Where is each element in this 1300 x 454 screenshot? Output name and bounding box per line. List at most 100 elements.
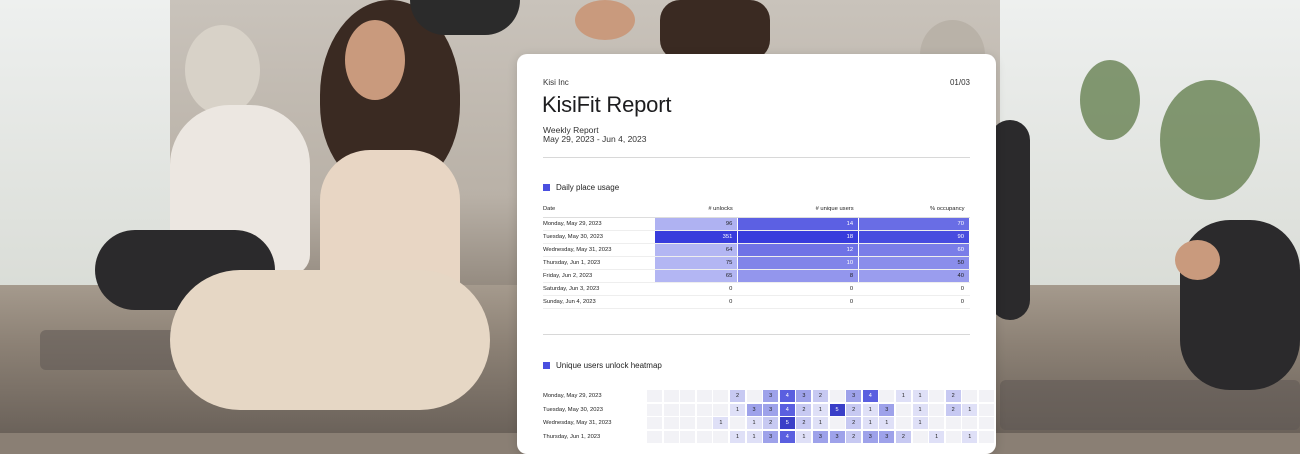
heatmap-cell bbox=[647, 430, 662, 443]
heatmap-cell bbox=[879, 390, 895, 402]
heatmap-cell bbox=[962, 390, 978, 402]
heatmap-cell bbox=[696, 390, 712, 402]
heatmap-cell: 1 bbox=[729, 403, 745, 416]
heatmap-cell bbox=[680, 417, 696, 429]
column-header: # unique users bbox=[737, 204, 859, 218]
heatmap-cell bbox=[663, 417, 679, 429]
person-body bbox=[990, 120, 1030, 320]
heatmap-cell bbox=[829, 390, 845, 402]
cell-unlocks: 64 bbox=[655, 243, 739, 257]
heatmap-cell bbox=[912, 430, 928, 443]
heatmap-cell bbox=[680, 430, 696, 443]
table-row: Monday, May 29, 2023 96 14 70 bbox=[543, 217, 970, 231]
heatmap-cell bbox=[647, 390, 662, 402]
heatmap-cell bbox=[696, 417, 712, 429]
row-date: Wednesday, May 31, 2023 bbox=[543, 243, 655, 257]
heatmap-cell bbox=[663, 403, 679, 416]
heatmap-cell bbox=[663, 430, 679, 443]
heatmap-cell: 1 bbox=[713, 417, 729, 429]
column-header: % occupancy bbox=[858, 204, 970, 218]
heatmap-cell: 1 bbox=[962, 430, 978, 443]
heatmap-cell: 4 bbox=[779, 390, 795, 402]
person-face bbox=[575, 0, 635, 40]
heatmap-cell: 4 bbox=[779, 403, 795, 416]
heatmap-cell: 1 bbox=[862, 403, 878, 416]
heatmap-cell bbox=[929, 390, 945, 402]
heatmap-cell: 1 bbox=[746, 430, 762, 443]
heatmap-cell: 2 bbox=[945, 403, 961, 416]
usage-table: Date # unlocks # unique users % occupanc… bbox=[543, 204, 970, 309]
heatmap-cell: 1 bbox=[862, 417, 878, 429]
section-title: Unique users unlock heatmap bbox=[556, 361, 662, 370]
person-head bbox=[185, 25, 260, 115]
heatmap-cell: 1 bbox=[812, 403, 828, 416]
heatmap-cell: 3 bbox=[846, 390, 862, 402]
heatmap-cell: 1 bbox=[796, 430, 812, 443]
heatmap-cell bbox=[680, 390, 696, 402]
heatmap-cell bbox=[895, 403, 911, 416]
heatmap-row-label: Tuesday, May 30, 2023 bbox=[543, 406, 603, 413]
table-row: Friday, Jun 2, 2023 65 8 40 bbox=[543, 269, 970, 283]
person-legs bbox=[170, 270, 490, 410]
cell-occupancy: 60 bbox=[858, 243, 970, 257]
cell-users: 12 bbox=[737, 243, 860, 257]
heatmap-cell bbox=[895, 417, 911, 429]
cell-unlocks: 351 bbox=[655, 230, 739, 244]
row-date: Sunday, Jun 4, 2023 bbox=[543, 295, 655, 309]
cell-users: 10 bbox=[737, 256, 860, 270]
heatmap-cell: 1 bbox=[912, 417, 928, 429]
heatmap-cell: 1 bbox=[962, 403, 978, 416]
heatmap-cell: 5 bbox=[829, 403, 845, 416]
heatmap-cell: 2 bbox=[812, 390, 828, 402]
report-date-range: May 29, 2023 - Jun 4, 2023 bbox=[543, 134, 647, 144]
heatmap-row-label: Wednesday, May 31, 2023 bbox=[543, 420, 612, 426]
heatmap-cell: 3 bbox=[796, 390, 812, 402]
heatmap-cell bbox=[929, 403, 945, 416]
row-date: Thursday, Jun 1, 2023 bbox=[543, 256, 655, 270]
heatmap-cell bbox=[929, 417, 945, 429]
section-header-usage: Daily place usage bbox=[543, 183, 619, 192]
heatmap-cell: 1 bbox=[929, 430, 945, 443]
table-row: Saturday, Jun 3, 2023 0 0 0 bbox=[543, 282, 970, 296]
table-row: Wednesday, May 31, 2023 64 12 60 bbox=[543, 243, 970, 257]
heatmap-cell bbox=[647, 403, 662, 416]
heatmap-cell bbox=[696, 403, 712, 416]
person-face bbox=[345, 20, 405, 100]
report-title: KisiFit Report bbox=[542, 92, 672, 117]
heatmap-cell: 3 bbox=[829, 430, 845, 443]
heatmap-cell bbox=[978, 390, 994, 402]
cell-unlocks: 65 bbox=[655, 269, 739, 283]
cell-unlocks: 75 bbox=[655, 256, 739, 270]
heatmap-cell: 3 bbox=[746, 403, 762, 416]
heatmap-cell bbox=[945, 417, 961, 429]
column-header: # unlocks bbox=[655, 204, 738, 218]
heatmap-cell: 3 bbox=[763, 430, 779, 443]
cell-users: 0 bbox=[737, 295, 860, 309]
section-header-heatmap: Unique users unlock heatmap bbox=[543, 361, 662, 370]
table-row: Sunday, Jun 4, 2023 0 0 0 bbox=[543, 295, 970, 309]
heatmap-cell: 3 bbox=[862, 430, 878, 443]
table-header-row: Date # unlocks # unique users % occupanc… bbox=[543, 204, 970, 218]
heatmap-cell bbox=[978, 417, 994, 429]
cell-users: 18 bbox=[737, 230, 860, 244]
heatmap-row-label: Thursday, Jun 1, 2023 bbox=[543, 433, 601, 440]
heatmap-cell bbox=[696, 430, 712, 443]
heatmap-cell bbox=[713, 403, 729, 416]
heatmap-cell bbox=[713, 430, 729, 443]
heatmap-cell: 1 bbox=[912, 390, 928, 402]
heatmap-cell: 2 bbox=[846, 417, 862, 429]
heatmap-cell: 3 bbox=[879, 403, 895, 416]
cell-users: 8 bbox=[737, 269, 860, 283]
heatmap-cell: 3 bbox=[763, 390, 779, 402]
report-card: Kisi Inc 01/03 KisiFit Report Weekly Rep… bbox=[517, 54, 996, 454]
heatmap-cell bbox=[962, 417, 978, 429]
cell-occupancy: 0 bbox=[858, 295, 970, 309]
row-date: Saturday, Jun 3, 2023 bbox=[543, 282, 655, 296]
heatmap-cell: 2 bbox=[846, 430, 862, 443]
heatmap-cell: 5 bbox=[779, 417, 795, 429]
heatmap-cell: 1 bbox=[912, 403, 928, 416]
heatmap-cell: 2 bbox=[895, 430, 911, 443]
